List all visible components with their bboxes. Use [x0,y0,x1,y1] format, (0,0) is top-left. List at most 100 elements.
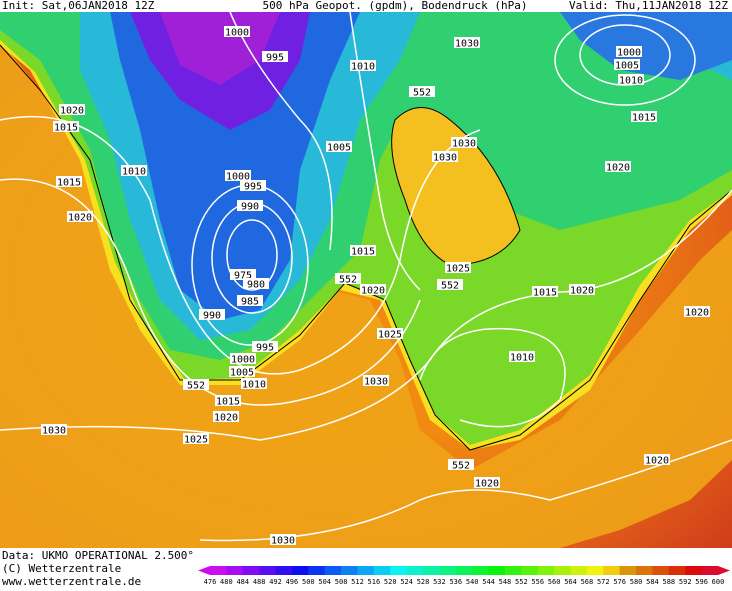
label-box [448,459,474,470]
isobar-label: 1020 [645,456,669,467]
colorbar-swatch [668,566,686,575]
label-box [616,46,642,57]
isobar-label: 1015 [351,247,375,258]
isobar-label: 1020 [214,413,238,424]
colorbar-swatch [210,566,227,575]
isobar-label: 1005 [327,143,351,154]
label-box [363,375,389,386]
colorbar-swatch [488,566,506,575]
map-title: 500 hPa Geopot. (gpdm), Bodendruck (hPa) [263,0,528,12]
colorbar-label: 584 [646,578,659,586]
init-time: Init: Sat,06JAN2018 12Z [2,0,155,12]
label-box [377,328,403,339]
isobar-label: 995 [244,182,262,193]
label-box [183,379,209,390]
colorbar-label: 500 [302,578,315,586]
colorbar-label: 476 [204,578,217,586]
colorbar-label: 564 [564,578,577,586]
label-box [121,165,147,176]
colorbar-swatch [275,566,293,575]
colorbar-label: 520 [384,578,397,586]
isobar-label: 552 [452,461,470,472]
label-box [225,170,251,181]
isobar-label: 1000 [617,48,641,59]
label-box [335,273,361,284]
colorbar-swatch [373,566,391,575]
colorbar-label: 588 [663,578,676,586]
label-box [437,279,463,290]
isobar-label: 1015 [54,123,78,134]
data-source: Data: UKMO OPERATIONAL 2.500° [2,549,194,562]
colorbar-label: 508 [335,578,348,586]
isobar-label: 1020 [606,163,630,174]
label-box [230,269,256,280]
isobar-label: 1030 [452,139,476,150]
colorbar-label: 480 [220,578,233,586]
isobar-label: 1015 [632,113,656,124]
label-box [270,534,296,545]
isobar-labels: 1000 995 1010 1030 1000 1005 1010 552 1020 1015 10… [41,26,710,547]
colorbar-swatch [226,566,244,575]
label-box [614,59,640,70]
label-box [237,295,263,306]
isobar-label: 1030 [433,153,457,164]
label-box [224,26,250,37]
isobar-label: 1010 [351,62,375,73]
colorbar-swatch [242,566,260,575]
label-box [350,245,376,256]
isobar-label: 1015 [57,178,81,189]
colorbar-swatch [554,566,572,575]
label-box [326,141,352,152]
isobar-label: 552 [413,88,431,99]
colorbar-swatch [308,566,326,575]
isobar-label: 1015 [216,397,240,408]
label-box [432,151,458,162]
colorbar-swatch [685,566,703,575]
colorbar-swatch [291,566,309,575]
label-box [532,286,558,297]
isobar-label: 1020 [475,479,499,490]
colorbar-swatch [324,566,342,575]
label-box [684,306,710,317]
colorbar-swatch [504,566,522,575]
label-box [215,395,241,406]
isobar-label: 1020 [685,308,709,319]
colorbar-label: 600 [712,578,725,586]
colorbar-label: 596 [695,578,708,586]
colorbar-label: 544 [482,578,495,586]
colorbar-label: 580 [630,578,643,586]
isobar-label: 985 [241,297,259,308]
colorbar-label: 496 [286,578,299,586]
colorbar-swatch [341,566,358,575]
colorbar-label: 488 [253,578,266,586]
label-box [183,433,209,444]
isobar-label: 1020 [68,213,92,224]
colorbar-swatch [570,566,588,575]
isobar-label: 1030 [271,536,295,547]
label-box [605,161,631,172]
label-box [631,111,657,122]
colorbar-label: 484 [236,578,249,586]
isobar-label: 1010 [122,167,146,178]
colorbar-label: 524 [400,578,413,586]
isobar-label: 1025 [446,264,470,275]
colorbar-swatch [603,566,621,575]
isobar-label: 1000 [225,28,249,39]
colorbar-label: 532 [433,578,446,586]
colorbar-swatch [636,566,653,575]
label-box [350,60,376,71]
label-box [409,86,435,97]
isobar-label: 1010 [510,353,534,364]
colorbar-label: 556 [531,578,544,586]
colorbar-label: 516 [368,578,381,586]
isobar-label: 1020 [60,106,84,117]
label-box [240,180,266,191]
label-box [454,37,480,48]
isobar-label: 1020 [570,286,594,297]
colorbar-label: 560 [548,578,561,586]
label-box [41,424,67,435]
label-box [53,121,79,132]
colorbar-label: 536 [449,578,462,586]
label-box [56,176,82,187]
